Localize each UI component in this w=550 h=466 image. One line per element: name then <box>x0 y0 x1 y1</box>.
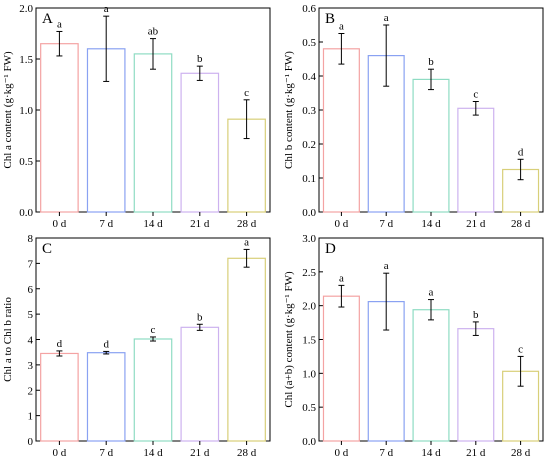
y-tick-label: 0.2 <box>302 139 316 151</box>
significance-letter: c <box>473 89 478 101</box>
x-tick-label: 28 d <box>511 447 531 459</box>
bar <box>227 257 266 442</box>
x-tick-label: 21 d <box>466 218 486 230</box>
y-axis-title: Chl (a+b) content (g·kg⁻¹ FW) <box>283 271 295 408</box>
significance-letter: d <box>57 338 63 350</box>
x-tick-label: 0 d <box>53 218 67 230</box>
x-tick-label: 28 d <box>237 218 257 230</box>
y-tick-label: 0.0 <box>19 207 33 219</box>
significance-letter: b <box>197 311 203 323</box>
y-tick-label: 2.5 <box>302 267 316 279</box>
bar <box>133 338 173 442</box>
panel-label: D <box>325 241 336 257</box>
y-tick-label: 0.3 <box>302 105 316 117</box>
significance-letter: a <box>384 260 389 272</box>
bar <box>322 48 360 213</box>
y-tick-label: 2.0 <box>302 301 316 313</box>
panel-label: B <box>325 11 335 27</box>
y-tick-label: 1.0 <box>302 368 316 380</box>
x-tick-label: 14 d <box>143 447 163 459</box>
y-tick-label: 2.0 <box>19 3 33 15</box>
y-tick-label: 6 <box>28 284 34 296</box>
y-tick-label: 3 <box>28 360 34 372</box>
bar <box>322 295 360 442</box>
y-tick-label: 2 <box>28 385 34 397</box>
x-tick-label: 21 d <box>190 447 210 459</box>
x-tick-label: 7 d <box>99 218 113 230</box>
chart-panel-d: D 0.0 0.5 1.0 1.5 2.0 2.5 3.0 Chl (a+b) content … <box>283 233 544 459</box>
significance-letter: d <box>518 146 524 158</box>
chart-panel-a: A 0.0 0.5 1.0 1.5 2.0 Chl a content (g·kg⁻¹ FW… <box>2 3 271 230</box>
significance-letter: a <box>339 21 344 33</box>
x-tick-label: 21 d <box>190 218 210 230</box>
significance-letter: ab <box>148 26 159 38</box>
y-tick-label: 0.5 <box>302 402 316 414</box>
x-tick-label: 14 d <box>143 218 163 230</box>
y-tick-label: 1.5 <box>302 335 316 347</box>
bar <box>86 352 126 442</box>
y-axis-title: Chl a to Chl b ratio <box>2 297 14 382</box>
y-tick-label: 3.0 <box>302 233 316 245</box>
significance-letter: a <box>339 272 344 284</box>
x-tick-label: 0 d <box>53 447 67 459</box>
bar <box>457 328 495 442</box>
y-tick-label: 0.5 <box>302 37 316 49</box>
x-tick-label: 7 d <box>99 447 113 459</box>
x-tick-label: 28 d <box>511 218 531 230</box>
x-tick-label: 0 d <box>335 447 349 459</box>
significance-letter: c <box>151 324 156 336</box>
y-tick-label: 1 <box>28 411 34 423</box>
y-tick-label: 0.5 <box>19 156 33 168</box>
significance-letter: a <box>429 287 434 299</box>
significance-letter: c <box>518 343 523 355</box>
significance-letter: a <box>244 236 249 248</box>
chart-panel-b: B 0.0 0.1 0.2 0.3 0.4 0.5 0.6 Chl b content (g·k… <box>283 3 544 230</box>
bar <box>412 78 450 213</box>
bar <box>133 53 173 213</box>
significance-letter: b <box>473 309 479 321</box>
y-tick-label: 7 <box>28 258 34 270</box>
significance-letter: d <box>103 338 109 350</box>
y-tick-label: 0 <box>28 436 34 448</box>
chart-panel-c: C 0 1 2 3 4 5 6 7 8 Chl a to Chl b ratio d 0 d d 7 d c 1… <box>2 233 271 459</box>
x-tick-label: 28 d <box>237 447 257 459</box>
y-tick-label: 0.0 <box>302 436 316 448</box>
significance-letter: b <box>197 53 203 65</box>
significance-letter: a <box>104 3 109 15</box>
x-tick-label: 0 d <box>335 218 349 230</box>
x-tick-label: 7 d <box>379 218 393 230</box>
panel-label: A <box>42 11 53 27</box>
y-tick-label: 8 <box>28 233 34 245</box>
significance-letter: a <box>384 12 389 24</box>
y-tick-label: 5 <box>28 309 34 321</box>
significance-letter: c <box>244 87 249 99</box>
significance-letter: a <box>57 18 62 30</box>
significance-letter: b <box>428 56 434 68</box>
y-tick-label: 0.1 <box>302 173 316 185</box>
bar <box>180 72 220 213</box>
bar <box>457 107 495 213</box>
y-tick-label: 0.0 <box>302 207 316 219</box>
y-tick-label: 1.5 <box>19 54 33 66</box>
x-tick-label: 14 d <box>421 218 441 230</box>
y-axis-title: Chl a content (g·kg⁻¹ FW) <box>2 51 14 169</box>
y-tick-label: 4 <box>28 335 34 347</box>
y-tick-label: 0.6 <box>302 3 316 15</box>
bar <box>180 326 220 442</box>
y-axis-title: Chl b content (g·kg⁻¹ FW) <box>283 51 295 169</box>
y-tick-label: 1.0 <box>19 105 33 117</box>
x-tick-label: 21 d <box>466 447 486 459</box>
bar <box>40 43 79 213</box>
bar <box>40 352 79 442</box>
panel-label: C <box>42 241 52 257</box>
x-tick-label: 14 d <box>421 447 441 459</box>
bar <box>412 309 450 442</box>
y-tick-label: 0.4 <box>302 71 316 83</box>
x-tick-label: 7 d <box>379 447 393 459</box>
